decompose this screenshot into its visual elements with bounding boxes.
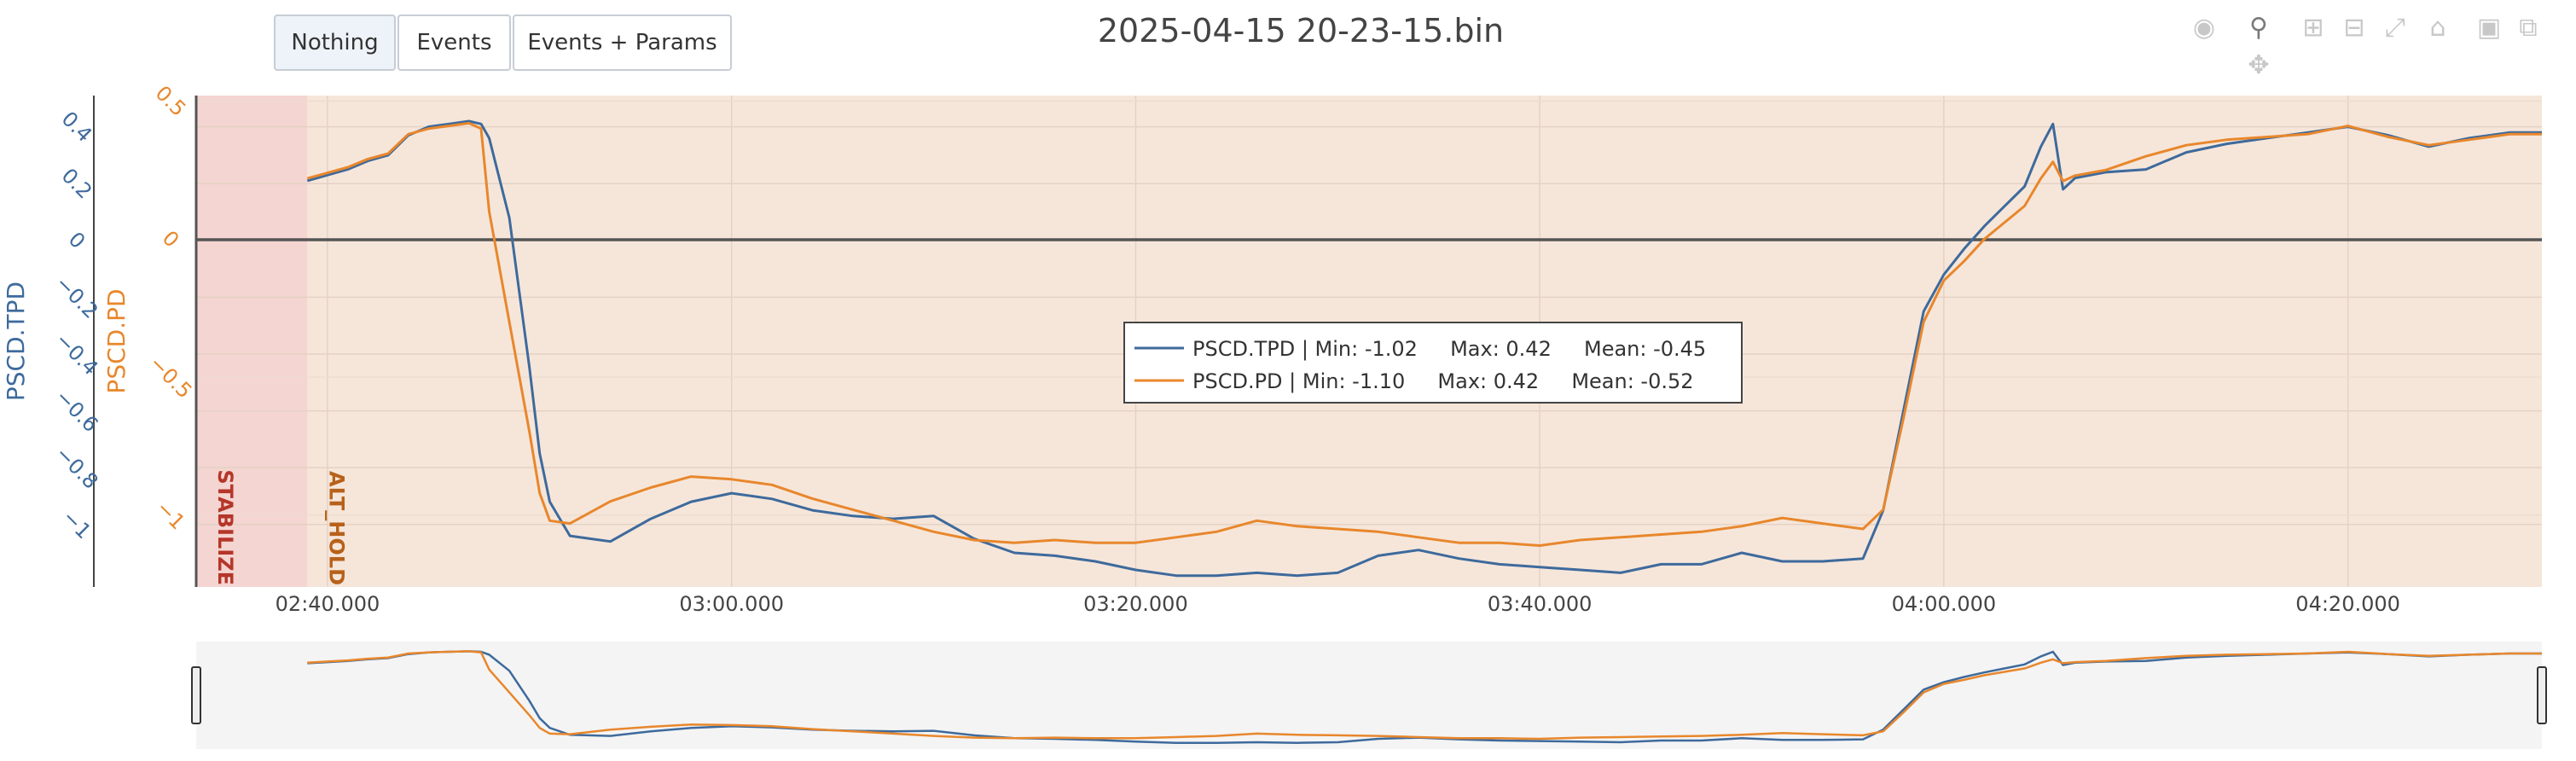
x-tick-label: 03:00.000 [679, 592, 784, 616]
rangeslider-handle-right[interactable] [2537, 666, 2547, 724]
camera-icon[interactable]: ◉ [2192, 12, 2216, 43]
zoom-in-icon[interactable]: ⊞ [2302, 12, 2324, 43]
zoom-icon[interactable]: ⚲ [2249, 12, 2268, 43]
nothing-button[interactable]: Nothing [274, 15, 396, 71]
legend-item-pscd-tpd: PSCD.TPD | Min: -1.02 Max: 0.42 Mean: -0… [1192, 337, 1706, 361]
zoom-out-icon[interactable]: ⊟ [2343, 12, 2365, 43]
mode-label-stabilize: STABILIZE [213, 469, 237, 585]
y-tick-tpd: −0.4 [50, 328, 102, 380]
y-tick-tpd: 0.4 [57, 107, 97, 147]
autoscale-icon[interactable]: ⤢ [2385, 12, 2405, 43]
mode-label-alt-hold: ALT_HOLD [324, 471, 348, 585]
rangeslider-background[interactable] [196, 642, 2542, 749]
home-icon[interactable]: ⌂ [2429, 12, 2446, 43]
legend-box [1123, 322, 1743, 404]
pan-icon[interactable]: ✥ [2248, 49, 2270, 80]
y-tick-tpd: 0 [64, 228, 90, 254]
copy-icon[interactable]: ⧉ [2519, 12, 2538, 43]
y-tick-tpd: −0.8 [50, 442, 102, 494]
y-tick-pd: −0.5 [144, 351, 196, 404]
y-tick-tpd: −0.6 [50, 385, 102, 437]
series-line-pscd-tpd[interactable] [306, 119, 2542, 578]
chart-title: 2025-04-15 20-23-15.bin [1097, 12, 1505, 49]
x-tick-label: 02:40.000 [276, 592, 380, 616]
y-tick-pd: −1 [152, 496, 190, 534]
mode-band-stabilize [196, 96, 308, 587]
y-tick-tpd: 0.2 [57, 164, 97, 204]
y-tick-pd: 0.5 [151, 81, 191, 121]
x-tick-label: 04:00.000 [1892, 592, 1997, 616]
y-tick-tpd: −1 [58, 505, 96, 543]
x-tick-label: 03:20.000 [1083, 592, 1188, 616]
y-tick-tpd: −0.2 [50, 271, 102, 323]
events-button[interactable]: Events [397, 15, 511, 71]
save-icon[interactable]: ▣ [2476, 12, 2502, 43]
x-tick-label: 03:40.000 [1488, 592, 1593, 616]
rangeslider-handle-left[interactable] [191, 666, 201, 724]
y-axis-tpd-title: PSCD.TPD [2, 282, 30, 401]
events-params-button[interactable]: Events + Params [513, 15, 732, 71]
legend: PSCD.TPD | Min: -1.02 Max: 0.42 Mean: -0… [1123, 322, 1743, 404]
y-tick-pd: 0 [158, 226, 184, 253]
rangeslider-line [307, 650, 2542, 741]
y-axis-pd-title: PSCD.PD [102, 288, 131, 393]
legend-item-pscd-pd: PSCD.PD | Min: -1.10 Max: 0.42 Mean: -0.… [1192, 369, 1694, 393]
x-tick-label: 04:20.000 [2295, 592, 2400, 616]
series-line-pscd-pd[interactable] [306, 121, 2542, 547]
